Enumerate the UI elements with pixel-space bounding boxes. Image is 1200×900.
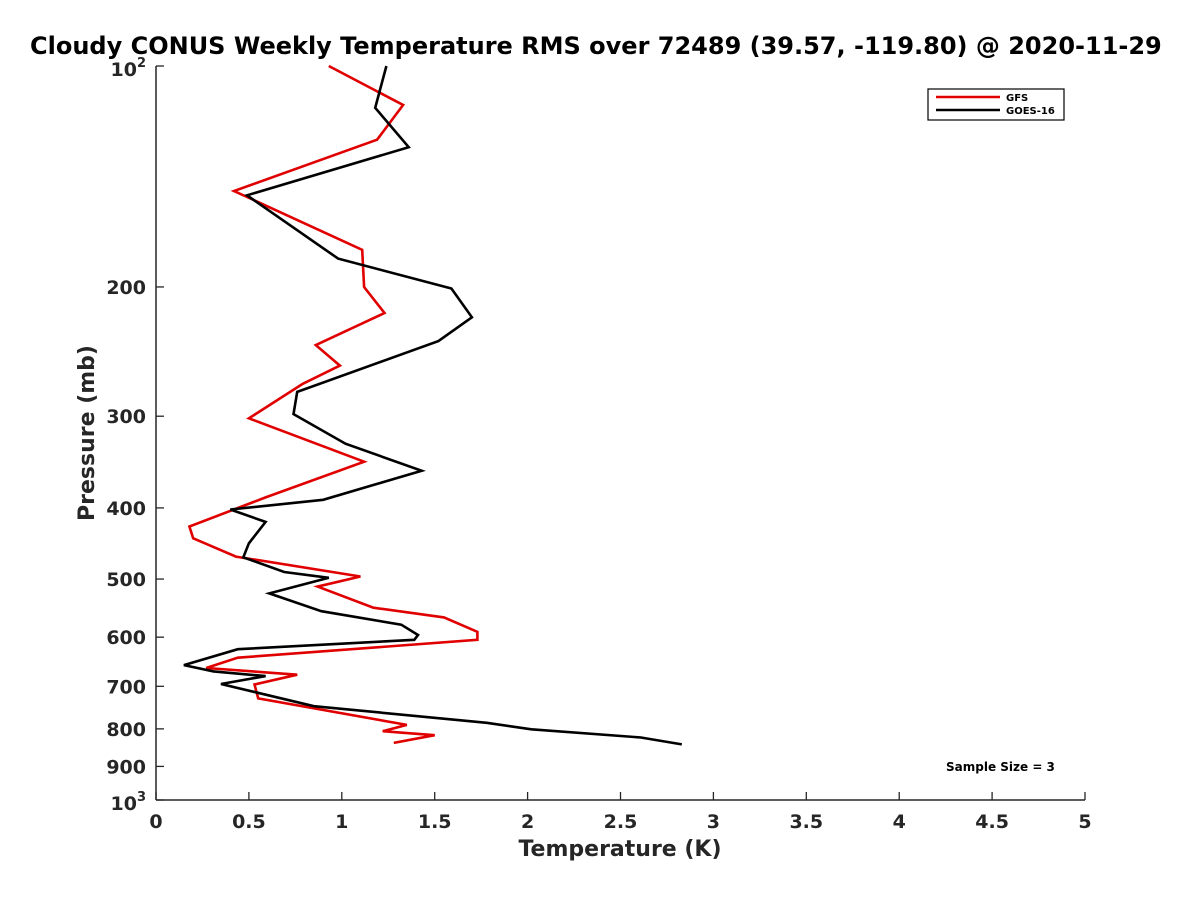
x-tick-label-0: 0 [149, 811, 162, 833]
y-power-tick-label-0: 102 [111, 56, 147, 81]
y-tick-label-6: 800 [106, 719, 146, 741]
y-tick-label-3: 500 [106, 569, 146, 591]
y-tick-label-1: 300 [106, 406, 146, 428]
x-tick-label-5: 2.5 [604, 811, 638, 833]
x-tick-label-4: 2 [521, 811, 534, 833]
chart-title: Cloudy CONUS Weekly Temperature RMS over… [30, 32, 1162, 60]
x-tick-label-8: 4 [893, 811, 906, 833]
y-power-tick-label-1: 103 [111, 790, 147, 815]
x-tick-label-2: 1 [335, 811, 348, 833]
legend-label-goes16: GOES-16 [1006, 106, 1055, 117]
ticks-layer: 0 0.5 1 1.5 2 2.5 3 3.5 4 4.5 5 200 300 400 500 600 700 8… [106, 56, 1091, 833]
y-tick-label-7: 900 [106, 756, 146, 778]
x-tick-label-10: 5 [1078, 811, 1091, 833]
y-tick-label-4: 600 [106, 627, 146, 649]
legend-label-gfs: GFS [1006, 93, 1028, 104]
y-tick-label-2: 400 [106, 498, 146, 520]
sample-size-annotation: Sample Size = 3 [946, 760, 1055, 774]
x-tick-label-3: 1.5 [418, 811, 452, 833]
y-tick-label-0: 200 [106, 277, 146, 299]
x-tick-label-6: 3 [707, 811, 720, 833]
x-tick-label-7: 3.5 [789, 811, 823, 833]
series-line-goes-16 [183, 65, 683, 746]
x-tick-label-9: 4.5 [975, 811, 1009, 833]
legend-box [927, 88, 1065, 121]
y-axis-label: Pressure (mb) [75, 345, 100, 521]
legend: GFS GOES-16 [927, 88, 1065, 121]
y-tick-label-5: 700 [106, 676, 146, 698]
series-layer [183, 64, 683, 746]
x-axis-label: Temperature (K) [518, 837, 721, 862]
x-tick-label-1: 0.5 [232, 811, 266, 833]
series-line-gfs [187, 64, 479, 745]
